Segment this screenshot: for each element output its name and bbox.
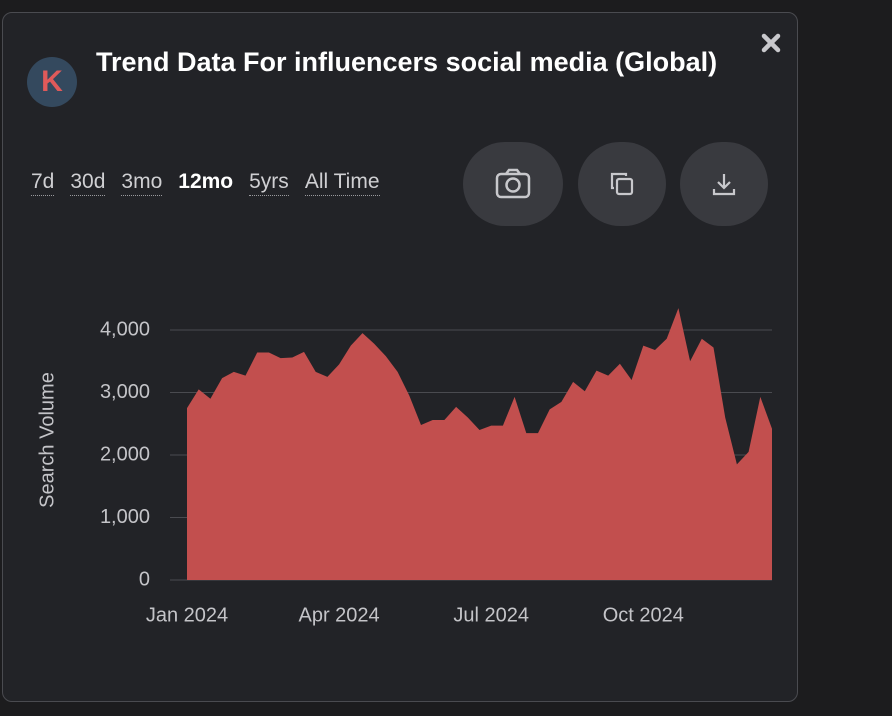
range-tab[interactable]: 12mo — [178, 170, 234, 193]
copy-button[interactable] — [578, 142, 666, 226]
screenshot-button[interactable] — [463, 142, 563, 226]
download-icon — [712, 174, 736, 196]
range-tab[interactable]: 3mo — [121, 170, 163, 196]
y-tick-label: 0 — [139, 568, 150, 590]
range-tab[interactable]: 5yrs — [249, 170, 289, 196]
y-tick-label: 1,000 — [100, 506, 150, 528]
camera-icon — [495, 168, 531, 199]
x-tick-label: Jan 2024 — [146, 604, 228, 626]
range-tab[interactable]: 7d — [31, 170, 55, 196]
x-tick-label: Apr 2024 — [299, 604, 380, 626]
range-tab[interactable]: 30d — [70, 170, 106, 196]
area — [187, 308, 772, 580]
title: Trend Data For influencers social media … — [96, 47, 718, 77]
y-tick-label: 3,000 — [100, 381, 150, 403]
x-tick-label: Jul 2024 — [453, 604, 529, 626]
logo: K — [27, 57, 77, 107]
range-tabs: 7d 30d 3mo 12mo 5yrs All Time — [31, 170, 380, 196]
y-tick-label: 4,000 — [100, 318, 150, 340]
copy-icon — [610, 172, 634, 196]
range-tab[interactable]: All Time — [304, 170, 380, 196]
y-axis-label: Search Volume — [36, 372, 58, 508]
close-button[interactable] — [760, 32, 782, 54]
x-tick-label: Oct 2024 — [603, 604, 684, 626]
y-tick-label: 2,000 — [100, 443, 150, 465]
download-button[interactable] — [680, 142, 768, 226]
